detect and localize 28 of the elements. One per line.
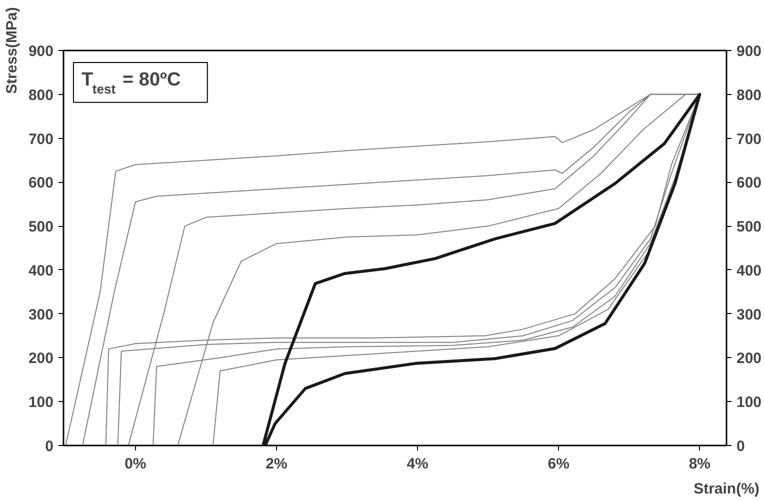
y-tick-label: 500: [28, 218, 54, 236]
x-tick-label: 2%: [266, 456, 288, 472]
y2-tick-label: 800: [736, 86, 762, 104]
y-tick-label: 800: [28, 86, 54, 104]
y2-tick-label: 900: [736, 43, 762, 60]
y-tick-label: 700: [28, 130, 54, 148]
y-tick-label: 300: [28, 306, 54, 324]
y-tick-label: 0: [45, 438, 54, 455]
y-axis-title: Stress(MPa): [3, 7, 20, 94]
y-tick-label: 400: [28, 262, 54, 280]
x-axis-title: Strain(%): [694, 480, 760, 498]
y2-tick-label: 700: [736, 130, 762, 148]
y2-tick-label: 300: [736, 306, 762, 324]
x-tick-label: 0%: [124, 456, 146, 472]
x-tick-label: 4%: [406, 456, 428, 472]
line-series: [262, 92, 702, 446]
y2-tick-label: 100: [736, 394, 762, 412]
y2-tick-label: 500: [736, 218, 762, 236]
x-tick-label: 8%: [688, 456, 711, 472]
y2-tick-label: 600: [736, 174, 762, 192]
y-tick-label: 200: [28, 350, 54, 368]
y2-tick-label: 400: [736, 262, 762, 280]
y2-tick-label: 200: [736, 350, 762, 368]
y-tick-label: 900: [28, 43, 54, 60]
y-tick-label: 100: [28, 394, 54, 412]
y-tick-label: 600: [28, 174, 54, 192]
y2-tick-label: 0: [736, 438, 745, 455]
x-tick-label: 6%: [548, 456, 570, 472]
